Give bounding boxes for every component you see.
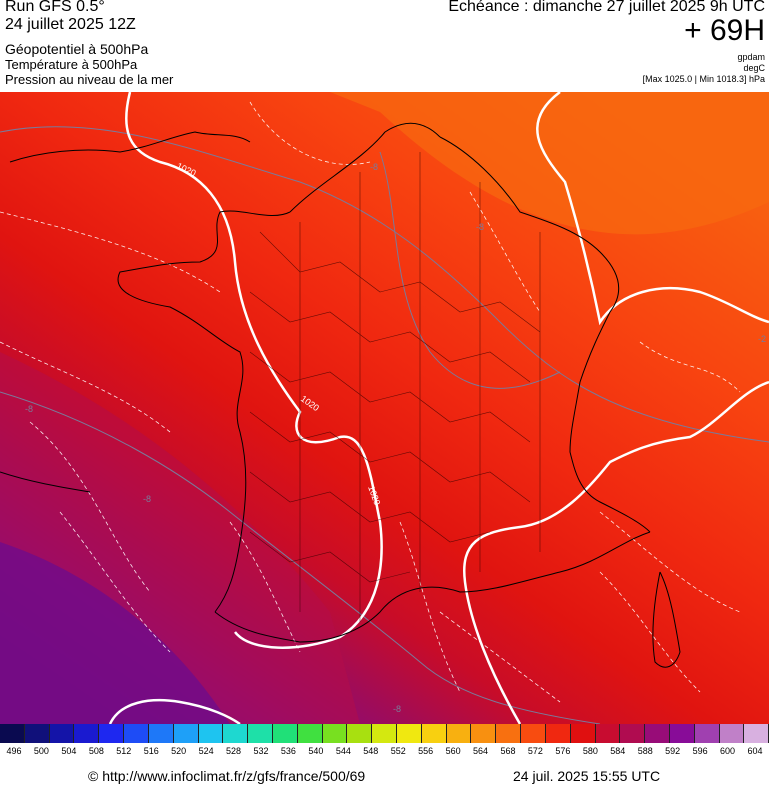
run-date: 24 juillet 2025 12Z: [5, 16, 136, 33]
scale-swatch: [297, 724, 323, 743]
forecast-hour: + 69H: [684, 14, 765, 47]
scale-swatch: [719, 724, 745, 743]
scale-tick-label: 548: [363, 746, 379, 756]
scale-swatch: [620, 724, 646, 743]
scale-tick-label: 588: [637, 746, 653, 756]
scale-swatch: [49, 724, 75, 743]
scale-tick-label: 552: [390, 746, 406, 756]
scale-swatch: [570, 724, 596, 743]
unit-temperature: degC: [743, 63, 765, 73]
scale-tick-label: 512: [116, 746, 132, 756]
scale-swatch: [99, 724, 125, 743]
scale-tick-label: 504: [61, 746, 77, 756]
scale-swatch: [521, 724, 546, 743]
scale-tick-label: 572: [527, 746, 543, 756]
band-596: [0, 542, 230, 724]
scale-swatch: [446, 724, 472, 743]
scale-swatch: [272, 724, 298, 743]
scale-tick-label: 508: [88, 746, 104, 756]
scale-swatch: [347, 724, 373, 743]
isotherm-label: -8: [393, 704, 401, 714]
isotherm-line: [0, 391, 601, 724]
isotherm-line: [379, 151, 561, 389]
scale-tick-label: 496: [6, 746, 22, 756]
field-geopotential: Géopotentiel à 500hPa: [5, 41, 149, 57]
scale-swatch: [421, 724, 447, 743]
isobar-1020-east: [463, 380, 769, 724]
generation-timestamp: 24 juil. 2025 15:55 UTC: [513, 768, 661, 784]
footer: © http://www.infoclimat.fr/z/gfs/france/…: [0, 764, 769, 786]
field-temperature: Température à 500hPa: [5, 57, 138, 72]
color-scale-swatches: [0, 724, 769, 743]
isobar-1020-north: [536, 92, 769, 326]
scale-tick-label: 540: [308, 746, 324, 756]
scale-swatch: [124, 724, 149, 743]
department-boundaries: [249, 152, 541, 622]
scale-tick-label: 536: [280, 746, 296, 756]
scale-tick-label: 580: [582, 746, 598, 756]
run-title: Run GFS 0.5°: [5, 0, 105, 15]
scale-swatch: [397, 724, 422, 743]
scale-swatch: [74, 724, 100, 743]
scale-swatch: [545, 724, 571, 743]
scale-tick-label: 600: [720, 746, 736, 756]
scale-swatch: [595, 724, 621, 743]
scale-tick-label: 516: [143, 746, 159, 756]
isotherm-label: -2: [758, 334, 766, 344]
pressure-range: [Max 1025.0 | Min 1018.3] hPa: [642, 74, 765, 84]
scale-tick-label: 544: [335, 746, 351, 756]
color-scale-ticks: 496 500 504 508 512 516 520 524 528 532 536 540 544 5…: [0, 745, 769, 759]
color-scale: [0, 724, 769, 744]
band-580: [0, 92, 769, 235]
scale-swatch: [372, 724, 397, 743]
scale-tick-label: 500: [33, 746, 49, 756]
scale-swatch: [173, 724, 199, 743]
scale-tick-label: 584: [610, 746, 626, 756]
scale-tick-label: 556: [418, 746, 434, 756]
temperature-isotherms: [0, 101, 741, 703]
scale-swatch: [669, 724, 695, 743]
scale-tick-label: 532: [253, 746, 269, 756]
isotherm-label: -8: [143, 494, 151, 504]
scale-swatch: [198, 724, 224, 743]
scale-swatch: [322, 724, 348, 743]
scale-tick-label: 564: [473, 746, 489, 756]
scale-swatch: [248, 724, 273, 743]
scale-swatch: [694, 724, 720, 743]
weather-map: 1020 1020 1020 -8 -8 -8 -8 -8 -2: [0, 92, 769, 724]
header: Run GFS 0.5° 24 juillet 2025 12Z Géopote…: [0, 0, 769, 92]
copyright-link[interactable]: © http://www.infoclimat.fr/z/gfs/france/…: [88, 768, 366, 784]
scale-tick-label: 592: [665, 746, 681, 756]
scale-tick-label: 604: [747, 746, 763, 756]
scale-swatch: [496, 724, 522, 743]
scale-tick-label: 528: [226, 746, 242, 756]
isotherm-label: -8: [476, 222, 484, 232]
scale-swatch: [645, 724, 670, 743]
scale-tick-label: 576: [555, 746, 571, 756]
scale-swatch: [223, 724, 249, 743]
isobar-1020-south: [108, 699, 241, 724]
scale-swatch: [471, 724, 497, 743]
forecast-time: Echéance : dimanche 27 juillet 2025 9h U…: [448, 0, 765, 15]
scale-swatch: [744, 724, 769, 743]
isotherm-label: -8: [370, 162, 378, 172]
scale-swatch: [0, 724, 25, 743]
scale-tick-label: 520: [171, 746, 187, 756]
scale-tick-label: 524: [198, 746, 214, 756]
scale-tick-label: 596: [692, 746, 708, 756]
scale-tick-label: 568: [500, 746, 516, 756]
scale-swatch: [24, 724, 50, 743]
field-pressure: Pression au niveau de la mer: [5, 72, 174, 87]
map-canvas: 1020 1020 1020 -8 -8 -8 -8 -8 -2: [0, 92, 769, 724]
isotherm-label: -8: [25, 404, 33, 414]
land-outline: [0, 122, 681, 668]
isotherm-line: [0, 126, 769, 443]
scale-swatch: [148, 724, 174, 743]
unit-geopotential: gpdam: [737, 52, 765, 62]
scale-tick-label: 560: [445, 746, 461, 756]
